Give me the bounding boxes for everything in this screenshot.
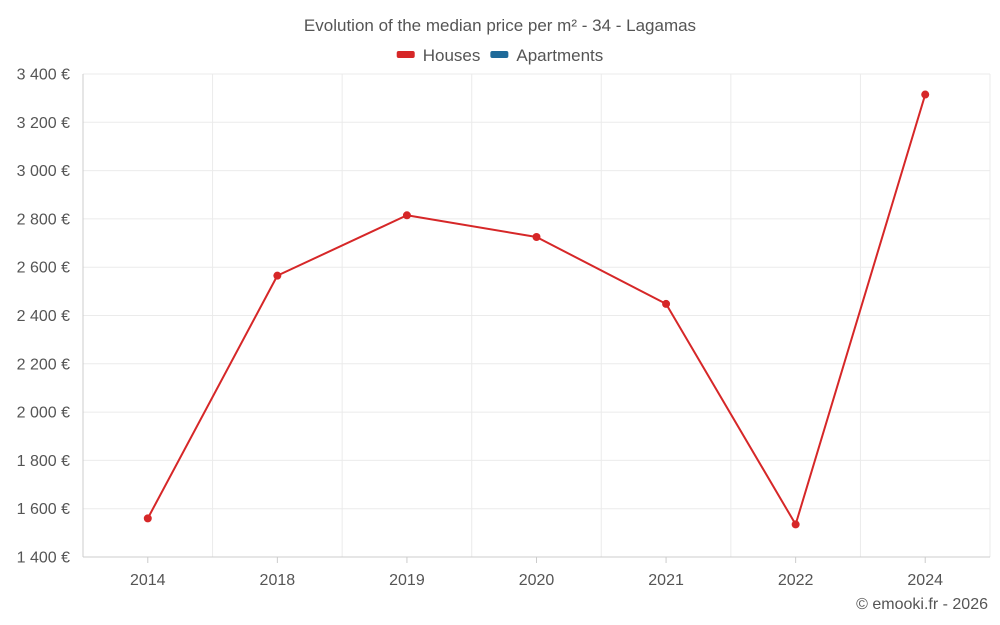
y-tick-label: 2 200 € bbox=[17, 356, 70, 373]
x-tick-label: 2021 bbox=[648, 572, 684, 589]
x-tick-label: 2019 bbox=[389, 572, 425, 589]
legend-label: Apartments bbox=[516, 46, 603, 65]
data-point-houses-2020[interactable]: 2020: 2725 bbox=[532, 233, 541, 242]
y-tick-label: 2 800 € bbox=[17, 211, 70, 228]
y-axis-ticks: 1 400 € 1 600 € 1 800 € 2 000 € 2 200 € 2 400… bbox=[17, 67, 70, 567]
legend-label: Houses bbox=[423, 46, 481, 65]
y-tick-label: 3 200 € bbox=[17, 115, 70, 132]
y-tick-label: 1 800 € bbox=[17, 453, 70, 470]
y-tick-label: 2 000 € bbox=[17, 405, 70, 422]
x-tick-label: 2018 bbox=[260, 572, 296, 589]
y-tick-label: 2 600 € bbox=[17, 260, 70, 277]
y-tick-label: 1 400 € bbox=[17, 550, 70, 567]
y-tick-label: 3 400 € bbox=[17, 67, 70, 84]
data-point-houses-2024[interactable]: 2024: 3315 bbox=[921, 90, 930, 99]
data-point-houses-2018[interactable]: 2018: 2565 bbox=[273, 271, 282, 280]
data-point-houses-2022[interactable]: 2022: 1535 bbox=[791, 520, 800, 529]
chart-title: Evolution of the median price per m² - 3… bbox=[304, 16, 696, 35]
data-point-houses-2021[interactable]: 2021: 2448 bbox=[662, 299, 671, 308]
x-tick-label: 2022 bbox=[778, 572, 814, 589]
x-tick-label: 2020 bbox=[519, 572, 555, 589]
data-point-houses-2014[interactable]: 2014: 1560 bbox=[143, 514, 152, 523]
data-point-houses-2019[interactable]: 2019: 2815 bbox=[402, 211, 411, 220]
legend-item-houses[interactable]: Houses bbox=[396, 46, 481, 65]
chart-legend: Houses Apartments bbox=[396, 46, 603, 65]
gridlines bbox=[82, 73, 991, 558]
x-tick-label: 2024 bbox=[907, 572, 943, 589]
y-tick-label: 1 600 € bbox=[17, 501, 70, 518]
legend-swatch bbox=[396, 51, 415, 58]
y-tick-label: 2 400 € bbox=[17, 308, 70, 325]
series-layer: 2014: 1560 2018: 2565 2019: 2815 2020: 2725… bbox=[143, 90, 930, 529]
legend-swatch bbox=[490, 51, 509, 58]
x-axis-ticks: 2014 2018 2019 2020 2021 2022 2024 bbox=[130, 557, 943, 589]
credit-text: © emooki.fr - 2026 bbox=[856, 596, 988, 613]
y-tick-label: 3 000 € bbox=[17, 163, 70, 180]
legend-item-apartments[interactable]: Apartments bbox=[490, 46, 603, 65]
x-tick-label: 2014 bbox=[130, 572, 166, 589]
